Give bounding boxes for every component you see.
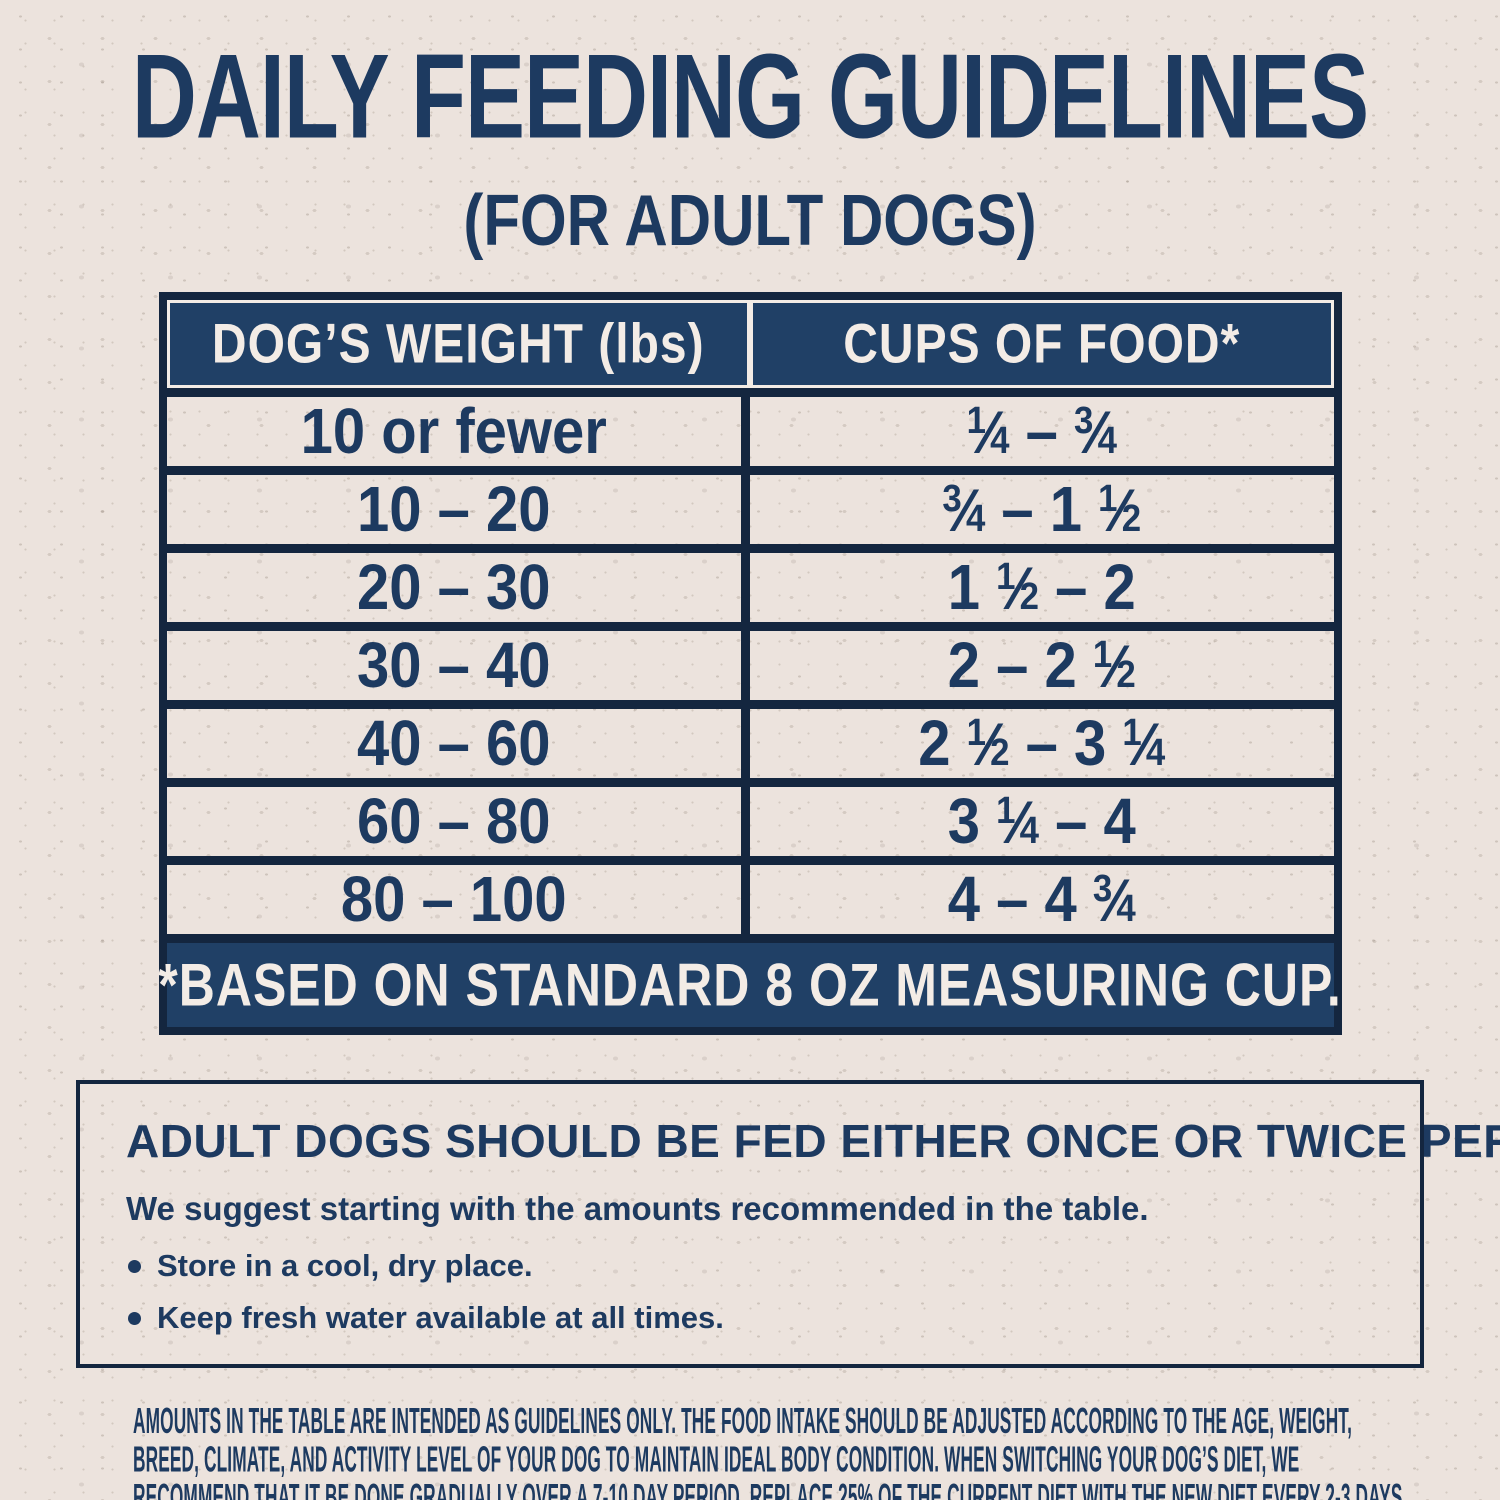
bullet-text: Store in a cool, dry place. [157, 1248, 533, 1283]
cups-cell: 3⁄4 – 1 1⁄2 [942, 473, 1142, 546]
header-dogs-weight-label: DOG’S WEIGHT (lbs) [211, 313, 705, 375]
feeding-table: DOG’S WEIGHT (lbs) CUPS OF FOOD* 10 or f… [158, 292, 1342, 1035]
header-dogs-weight: DOG’S WEIGHT (lbs) [166, 300, 750, 388]
weight-cell: 10 or fewer [167, 396, 750, 467]
page-subtitle: (FOR ADULT DOGS) [463, 180, 1037, 261]
title-block: DAILY FEEDING GUIDELINES (FOR ADULT DOGS… [0, 30, 1500, 260]
info-heading: ADULT DOGS SHOULD BE FED EITHER ONCE OR … [126, 1115, 1500, 1167]
table-row: 10 – 20 3⁄4 – 1 1⁄2 [166, 473, 1334, 553]
header-cups-of-food-label: CUPS OF FOOD* [843, 313, 1241, 375]
weight-cell: 10 – 20 [167, 474, 750, 545]
cups-cell: 1⁄4 – 3⁄4 [966, 395, 1117, 468]
fine-print-text: AMOUNTS IN THE TABLE ARE INTENDED AS GUI… [133, 1400, 1403, 1500]
fraction: 1⁄2 [1098, 475, 1142, 545]
table-row: 60 – 80 3 1⁄4 – 4 [166, 785, 1334, 865]
feeding-info-box: ADULT DOGS SHOULD BE FED EITHER ONCE OR … [76, 1080, 1500, 1368]
list-item: Store in a cool, dry place. [126, 1248, 1374, 1284]
fraction: 3⁄4 [942, 475, 986, 545]
fraction: 1⁄2 [996, 553, 1040, 623]
fraction: 1⁄4 [1122, 709, 1166, 779]
cups-cell: 2 1⁄2 – 3 1⁄4 [918, 707, 1166, 780]
cups-cell: 1 1⁄2 – 2 [947, 551, 1136, 624]
table-row: 80 – 100 4 – 4 3⁄4 [166, 863, 1334, 943]
weight-cell: 40 – 60 [167, 708, 750, 779]
fraction: 1⁄2 [966, 709, 1010, 779]
table-footnote-text: *BASED ON STANDARD 8 OZ MEASURING CUP. [158, 951, 1342, 1019]
cups-cell: 3 1⁄4 – 4 [947, 785, 1136, 858]
fraction: 3⁄4 [1092, 865, 1136, 935]
table-row: 10 or fewer 1⁄4 – 3⁄4 [166, 395, 1334, 475]
weight-cell: 60 – 80 [167, 786, 750, 857]
fraction: 1⁄4 [996, 787, 1040, 857]
weight-cell: 30 – 40 [167, 630, 750, 701]
table-footnote-band: *BASED ON STANDARD 8 OZ MEASURING CUP. [158, 943, 1341, 1027]
fraction: 3⁄4 [1074, 397, 1117, 467]
table-row: 20 – 30 1 1⁄2 – 2 [166, 551, 1334, 631]
weight-cell: 20 – 30 [167, 552, 750, 623]
bullet-icon [128, 1259, 141, 1273]
list-item: Keep fresh water available at all times. [126, 1300, 1374, 1336]
table-row: 40 – 60 2 1⁄2 – 3 1⁄4 [166, 707, 1334, 787]
bullet-text: Keep fresh water available at all times. [157, 1300, 724, 1335]
cups-cell: 4 – 4 3⁄4 [947, 863, 1136, 936]
info-subheading: We suggest starting with the amounts rec… [126, 1190, 1149, 1227]
cups-cell: 2 – 2 1⁄2 [947, 629, 1136, 702]
fraction: 1⁄4 [966, 397, 1010, 467]
table-row: 30 – 40 2 – 2 1⁄2 [166, 629, 1334, 709]
fraction: 1⁄2 [1092, 631, 1136, 701]
header-cups-of-food: CUPS OF FOOD* [750, 300, 1334, 388]
page-title: DAILY FEEDING GUIDELINES [131, 31, 1369, 165]
bullet-icon [128, 1311, 141, 1325]
fine-print-section: AMOUNTS IN THE TABLE ARE INTENDED AS GUI… [133, 1402, 1403, 1500]
weight-cell: 80 – 100 [167, 864, 750, 935]
info-bullet-list: Store in a cool, dry place. Keep fresh w… [126, 1248, 1374, 1336]
table-header-row: DOG’S WEIGHT (lbs) CUPS OF FOOD* [166, 300, 1334, 397]
